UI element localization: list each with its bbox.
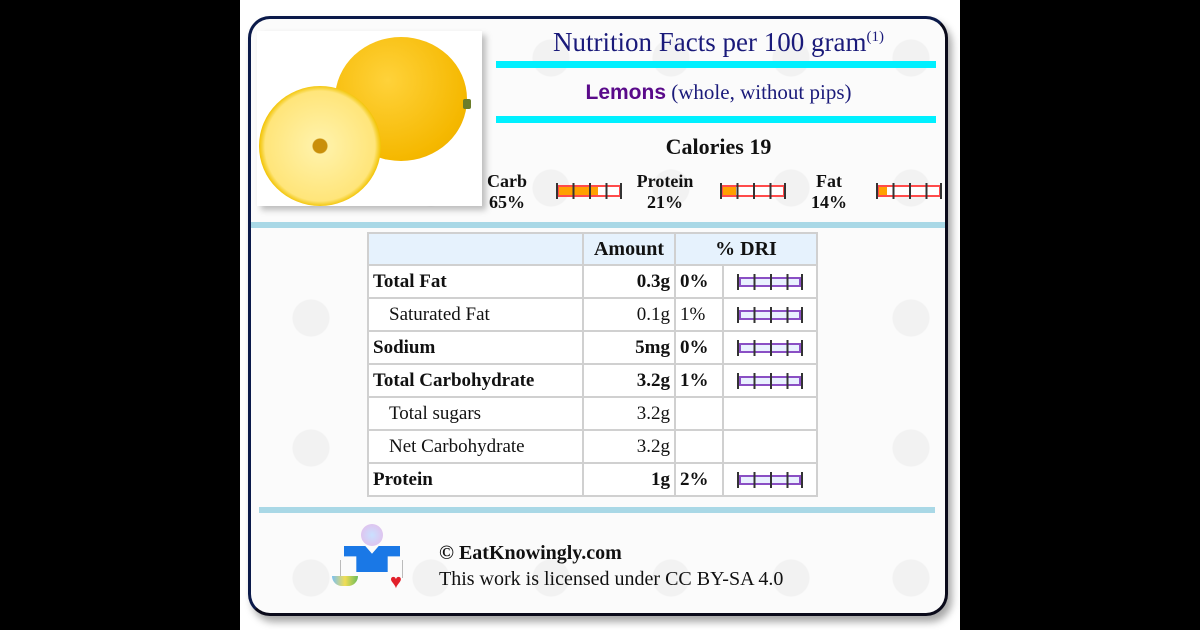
table-row: Total Fat 0.3g 0% — [367, 264, 818, 299]
macro-carb-name: Carb — [487, 171, 527, 191]
page: Nutrition Facts per 100 gram(1) Lemons (… — [240, 0, 960, 630]
nutrient-amount: 3.2g — [582, 363, 676, 398]
nutrition-card: Nutrition Facts per 100 gram(1) Lemons (… — [248, 16, 948, 616]
table-row: Sodium 5mg 0% — [367, 330, 818, 365]
title-rule — [496, 61, 936, 68]
bar-ticks — [556, 183, 622, 199]
macro-protein-label: Protein 21% — [635, 171, 695, 213]
dri-bar-cell — [722, 297, 818, 332]
nutrient-name: Saturated Fat — [367, 297, 584, 332]
nutrient-dri: 1% — [674, 297, 724, 332]
nutrient-name: Net Carbohydrate — [367, 429, 584, 464]
footnote-marker[interactable]: (1) — [866, 29, 884, 45]
nutrient-amount: 3.2g — [582, 396, 676, 431]
table-header-row: Amount % DRI — [367, 232, 818, 266]
macro-protein-percent: 21% — [647, 192, 683, 212]
dri-bar — [737, 339, 803, 356]
table-row: Protein 1g 2% — [367, 462, 818, 497]
dri-bar — [737, 306, 803, 323]
food-name: Lemons — [585, 81, 667, 104]
bar-ticks — [876, 183, 942, 199]
nutrient-dri: 0% — [674, 330, 724, 365]
bar-tick-end — [784, 183, 786, 199]
bar-tick-end — [940, 183, 942, 199]
nutrient-dri: 1% — [674, 363, 724, 398]
logo-head — [361, 524, 383, 546]
food-heading: Lemons (whole, without pips) — [496, 68, 941, 116]
page-title: Nutrition Facts per 100 gram(1) — [496, 27, 941, 61]
dri-bar-cell — [722, 429, 818, 464]
lemon-half-image — [259, 86, 381, 206]
nutrient-name: Total sugars — [367, 396, 584, 431]
dri-bar-cell — [722, 462, 818, 497]
logo-body — [344, 546, 400, 572]
header-amount: Amount — [582, 232, 676, 266]
lemon-stem — [463, 99, 471, 109]
food-description: (whole, without pips) — [671, 80, 852, 104]
site-link[interactable]: © EatKnowingly.com — [439, 542, 622, 564]
logo-food-pan — [332, 576, 358, 586]
table-row: Total Carbohydrate 3.2g 1% — [367, 363, 818, 398]
bar-tick-end — [620, 183, 622, 199]
calories-label: Calories 19 — [665, 134, 772, 159]
footer: ♥ © EatKnowingly.com This work is licens… — [326, 524, 886, 604]
macro-breakdown: Carb 65% Protein 21% — [487, 171, 945, 221]
nutrient-amount: 0.3g — [582, 264, 676, 299]
table-row: Total sugars 3.2g — [367, 396, 818, 431]
macro-fat-label: Fat 14% — [799, 171, 859, 213]
dri-bar — [737, 372, 803, 389]
nutrient-name: Sodium — [367, 330, 584, 365]
logo-scale-line — [402, 560, 403, 578]
section-divider-bottom — [259, 507, 935, 513]
nutrient-dri — [674, 429, 724, 464]
dri-bar — [737, 471, 803, 488]
header: Nutrition Facts per 100 gram(1) Lemons (… — [496, 19, 941, 123]
heart-icon: ♥ — [390, 571, 402, 593]
nutrient-name: Total Carbohydrate — [367, 363, 584, 398]
nutrient-amount: 1g — [582, 462, 676, 497]
macro-carb-bar — [556, 183, 622, 199]
bar-ticks — [720, 183, 786, 199]
nutrient-dri: 0% — [674, 264, 724, 299]
dri-bar — [737, 273, 803, 290]
header-nutrient — [367, 232, 584, 266]
credit-block: © EatKnowingly.com This work is licensed… — [439, 540, 783, 592]
dri-bar-cell — [722, 396, 818, 431]
nutrient-amount: 0.1g — [582, 297, 676, 332]
nutrient-amount: 5mg — [582, 330, 676, 365]
title-text: Nutrition Facts per 100 gram — [553, 27, 867, 57]
food-rule — [496, 116, 936, 123]
nutrient-amount: 3.2g — [582, 429, 676, 464]
nutrient-name: Protein — [367, 462, 584, 497]
table-row: Saturated Fat 0.1g 1% — [367, 297, 818, 332]
license-text[interactable]: This work is licensed under CC BY-SA 4.0 — [439, 568, 784, 590]
macro-fat-percent: 14% — [811, 192, 847, 212]
nutrient-dri: 2% — [674, 462, 724, 497]
food-photo — [257, 31, 482, 206]
eatknowingly-logo-icon[interactable]: ♥ — [326, 524, 416, 604]
table-row: Net Carbohydrate 3.2g — [367, 429, 818, 464]
macro-protein-name: Protein — [636, 171, 694, 191]
macro-protein-bar — [720, 183, 786, 199]
macro-carb-label: Carb 65% — [477, 171, 537, 213]
dri-bar-cell — [722, 330, 818, 365]
logo-scale-line — [340, 560, 341, 578]
macro-fat-bar — [876, 183, 942, 199]
nutrient-name: Total Fat — [367, 264, 584, 299]
dri-bar-cell — [722, 264, 818, 299]
nutrient-dri — [674, 396, 724, 431]
nutrition-table: Amount % DRI Total Fat 0.3g 0% Saturated… — [367, 232, 818, 497]
header-dri: % DRI — [674, 232, 818, 266]
dri-bar-cell — [722, 363, 818, 398]
section-divider-top — [251, 222, 945, 228]
macro-fat-name: Fat — [816, 171, 842, 191]
macro-carb-percent: 65% — [489, 192, 525, 212]
